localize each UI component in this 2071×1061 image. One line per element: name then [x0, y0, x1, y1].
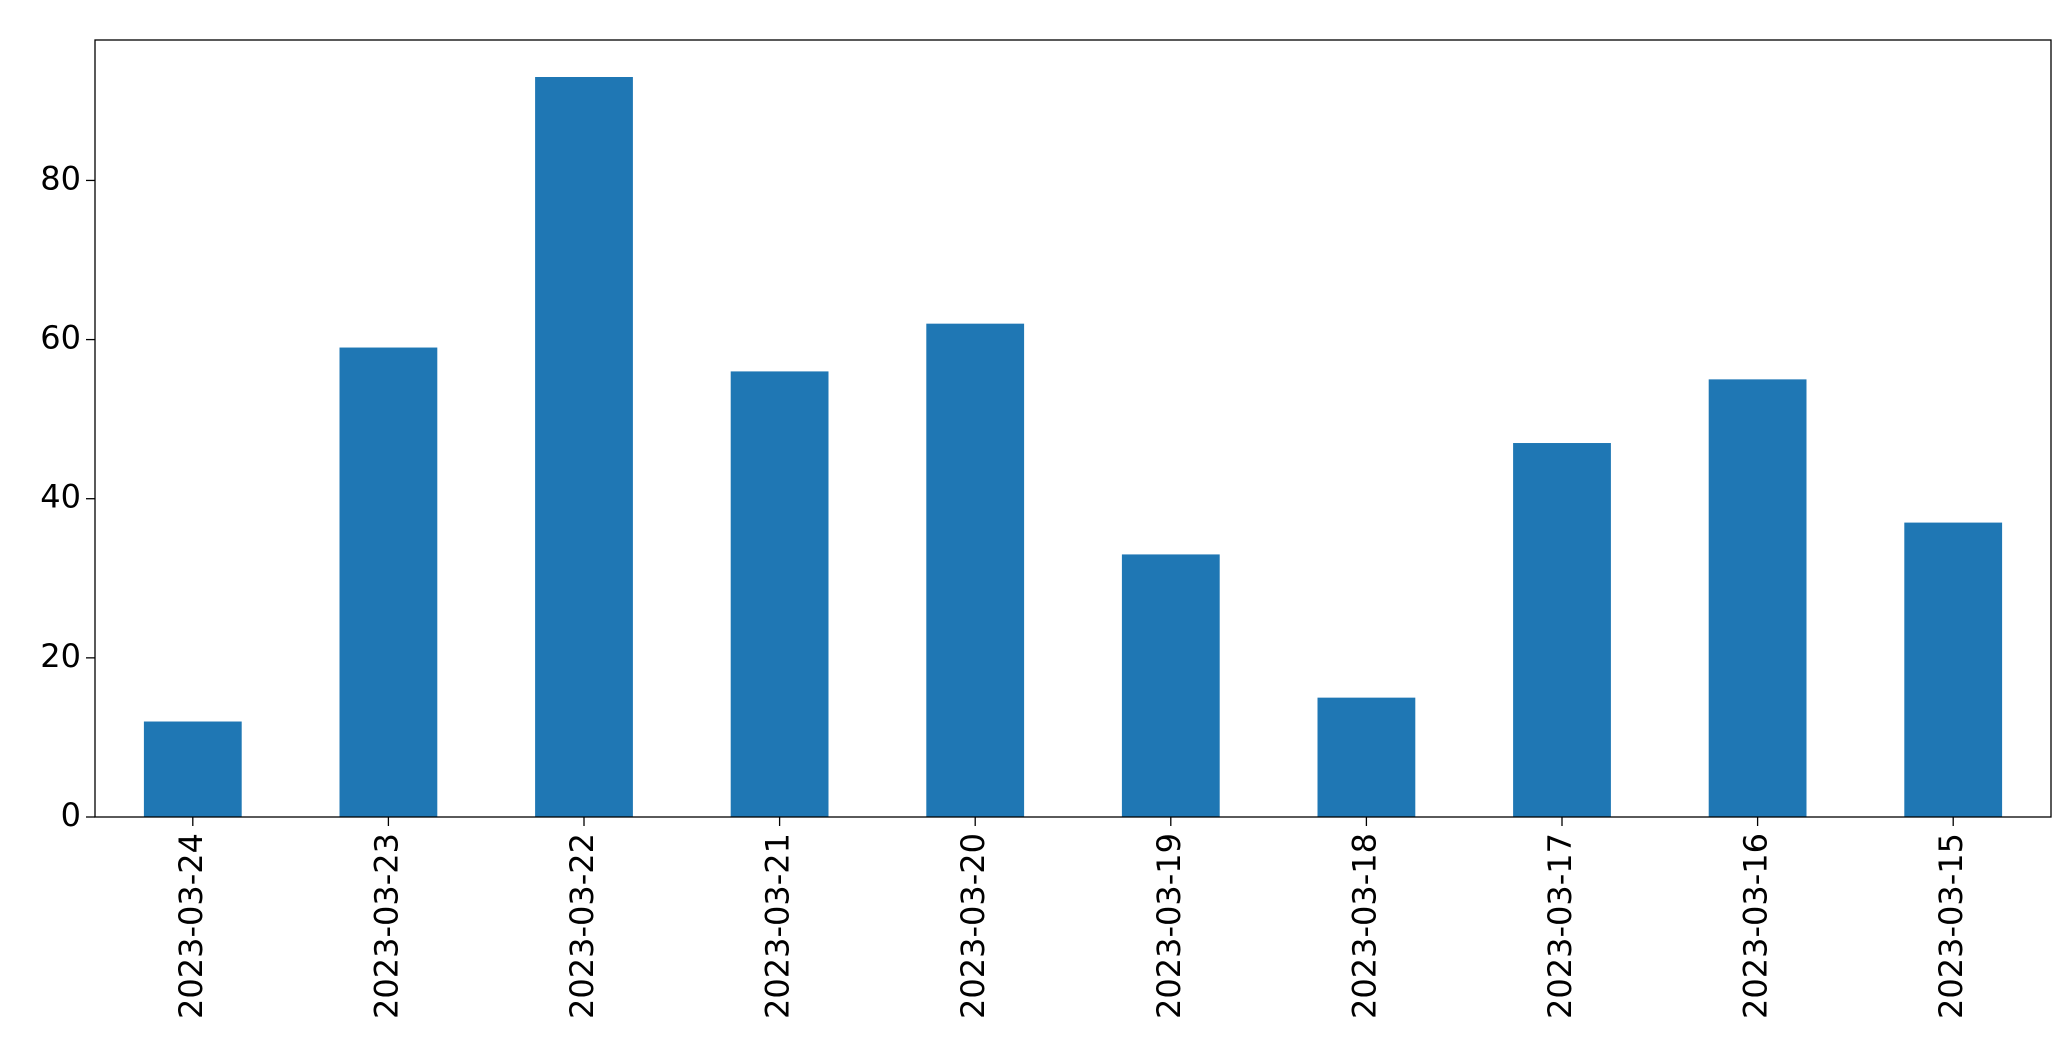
y-tick-label: 80: [40, 159, 81, 197]
bar: [926, 323, 1025, 817]
x-tick-label: 2023-03-19: [1150, 833, 1188, 1019]
bar: [1708, 379, 1807, 817]
y-tick-label: 0: [61, 796, 81, 834]
x-tick-label: 2023-03-23: [367, 833, 405, 1019]
bar: [339, 347, 438, 817]
plot-frame: [94, 39, 2052, 818]
x-tick-label: 2023-03-18: [1345, 833, 1383, 1019]
bar: [535, 77, 633, 817]
bar: [143, 721, 242, 817]
x-tick-label: 2023-03-17: [1541, 833, 1579, 1019]
x-tick-label: 2023-03-21: [759, 833, 797, 1019]
bar: [1513, 443, 1611, 817]
bar: [1904, 522, 2003, 817]
bar: [730, 371, 829, 817]
y-tick-label: 60: [40, 319, 81, 357]
x-tick-label: 2023-03-22: [563, 833, 601, 1019]
x-tick-label: 2023-03-15: [1932, 833, 1970, 1019]
bar: [1121, 554, 1220, 817]
x-tick-label: 2023-03-16: [1737, 833, 1775, 1019]
x-tick-label: 2023-03-20: [954, 833, 992, 1019]
bar: [1317, 697, 1416, 817]
x-tick-label: 2023-03-24: [172, 833, 210, 1019]
y-tick-label: 20: [40, 637, 81, 675]
y-tick-label: 40: [40, 478, 81, 516]
